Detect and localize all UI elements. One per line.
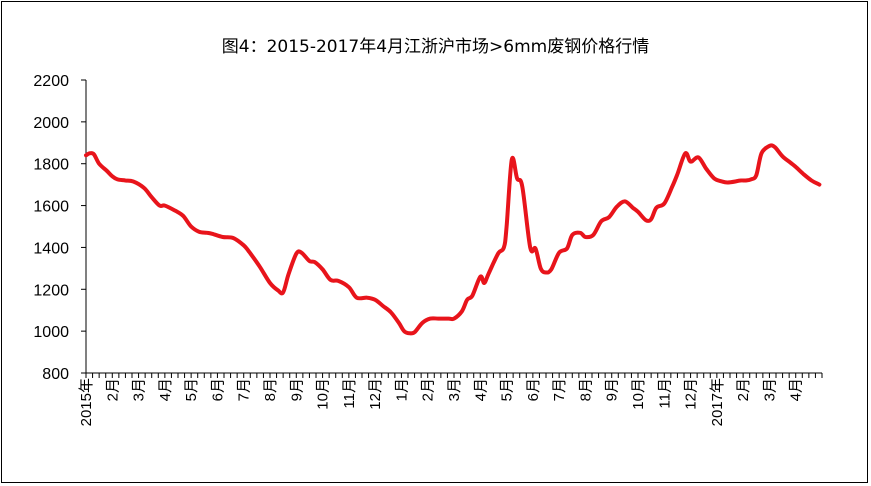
x-tick-label: 12月 [683,378,700,410]
tick-labels: 800 1000 1200 1400 1600 1800 2000 2200 2015年 2月 3月… [33,73,804,426]
x-tick-label: 2月 [104,378,121,401]
y-tick-label: 1400 [33,240,69,257]
x-tick-label: 5月 [183,378,200,401]
x-tick-label: 4月 [472,378,489,401]
y-tick-label: 800 [42,366,69,383]
x-tick-label: 7月 [236,378,253,401]
x-tick-label: 2月 [735,378,752,401]
axes [81,79,823,378]
x-tick-label: 11月 [341,378,358,409]
x-tick-label: 7月 [551,378,568,401]
y-tick-label: 1200 [33,282,69,299]
series-line [84,143,822,336]
x-tick-label: 2015年 [78,378,95,426]
x-tick-label: 3月 [131,378,148,401]
chart-title: 图4：2015-2017年4月江浙沪市场>6mm废钢价格行情 [221,37,650,57]
plot-area [84,143,822,336]
x-tick-label: 6月 [209,378,226,401]
x-tick-label: 9月 [604,378,621,401]
x-tick-label: 6月 [525,378,542,401]
y-tick-label: 2000 [33,115,69,132]
x-tick-label: 10月 [315,378,332,410]
x-tick-label: 3月 [761,378,778,401]
x-tick-label: 4月 [157,378,174,401]
x-tick-label: 9月 [288,378,305,401]
x-tick-label: 12月 [367,378,384,410]
x-tick-label: 10月 [630,378,647,410]
y-tick-label: 1600 [33,199,69,216]
y-tick-label: 1800 [33,157,69,174]
y-tick-label: 2200 [33,73,69,90]
x-tick-label: 4月 [788,378,805,401]
x-tick-label: 2月 [420,378,437,401]
x-tick-label: 1月 [393,378,410,401]
y-tick-label: 1000 [33,324,69,341]
x-tick-label: 8月 [262,378,279,401]
x-tick-label: 8月 [577,378,594,401]
x-tick-label: 3月 [446,378,463,401]
x-tick-label: 5月 [499,378,516,401]
x-tick-label: 2017年 [709,378,726,426]
x-tick-label: 11月 [656,378,673,409]
